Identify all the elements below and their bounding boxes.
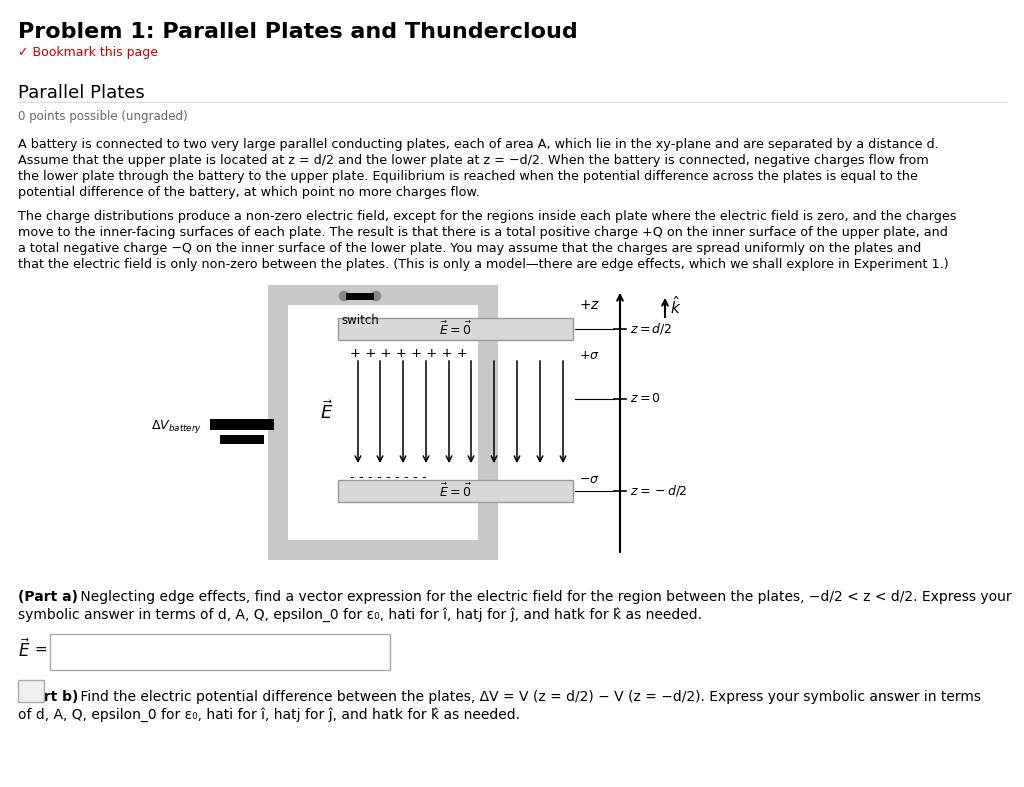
Text: $z=d/2$: $z=d/2$ xyxy=(630,322,672,337)
Bar xyxy=(346,293,374,300)
Text: symbolic answer in terms of d, A, Q, epsilon_0 for ε₀, hati for î, hatj for ĵ, a: symbolic answer in terms of d, A, Q, eps… xyxy=(18,607,702,622)
Text: $z=-d/2$: $z=-d/2$ xyxy=(630,483,687,498)
Bar xyxy=(18,680,44,702)
Bar xyxy=(338,318,573,340)
Text: (Part b): (Part b) xyxy=(18,690,79,704)
Bar xyxy=(268,285,498,560)
Text: $\Delta V_{\mathit{battery}}$: $\Delta V_{\mathit{battery}}$ xyxy=(151,418,202,435)
Text: $-\sigma$: $-\sigma$ xyxy=(579,473,600,486)
Text: Problem 1: Parallel Plates and Thundercloud: Problem 1: Parallel Plates and Thundercl… xyxy=(18,22,578,42)
Text: $z=0$: $z=0$ xyxy=(630,393,662,405)
Text: The charge distributions produce a non-zero electric field, except for the regio: The charge distributions produce a non-z… xyxy=(18,210,956,223)
Text: Parallel Plates: Parallel Plates xyxy=(18,84,144,102)
Text: Assume that the upper plate is located at z = d/2 and the lower plate at z = −d/: Assume that the upper plate is located a… xyxy=(18,154,929,167)
Text: switch: switch xyxy=(341,314,379,327)
Text: move to the inner-facing surfaces of each plate. The result is that there is a t: move to the inner-facing surfaces of eac… xyxy=(18,226,948,239)
Text: Find the electric potential difference between the plates, ΔV = V (z = d/2) − V : Find the electric potential difference b… xyxy=(76,690,981,704)
Text: of d, A, Q, epsilon_0 for ε₀, hati for î, hatj for ĵ, and hatk for k̂ as needed.: of d, A, Q, epsilon_0 for ε₀, hati for î… xyxy=(18,707,520,722)
Text: 0 points possible (ungraded): 0 points possible (ungraded) xyxy=(18,110,187,123)
Text: - - - - - - - - -: - - - - - - - - - xyxy=(350,471,427,484)
Circle shape xyxy=(372,291,381,301)
Bar xyxy=(220,435,264,444)
Text: ✓ Bookmark this page: ✓ Bookmark this page xyxy=(18,46,158,59)
Text: that the electric field is only non-zero between the plates. (This is only a mod: that the electric field is only non-zero… xyxy=(18,258,948,271)
Text: the lower plate through the battery to the upper plate. Equilibrium is reached w: the lower plate through the battery to t… xyxy=(18,170,918,183)
Text: $\hat{k}$: $\hat{k}$ xyxy=(670,295,681,317)
Text: A battery is connected to two very large parallel conducting plates, each of are: A battery is connected to two very large… xyxy=(18,138,939,151)
Text: =: = xyxy=(30,642,48,657)
Text: $\vec{E}=\vec{0}$: $\vec{E}=\vec{0}$ xyxy=(439,482,472,500)
Text: a total negative charge −Q on the inner surface of the lower plate. You may assu: a total negative charge −Q on the inner … xyxy=(18,242,922,255)
Circle shape xyxy=(340,291,348,301)
Bar xyxy=(288,305,478,540)
Text: $\vec{E}=\vec{0}$: $\vec{E}=\vec{0}$ xyxy=(439,320,472,338)
Bar xyxy=(50,634,390,670)
Text: + + + + + + + +: + + + + + + + + xyxy=(350,347,468,360)
Text: Neglecting edge effects, find a vector expression for the electric field for the: Neglecting edge effects, find a vector e… xyxy=(76,590,1012,604)
Text: (Part a): (Part a) xyxy=(18,590,78,604)
Text: $+z$: $+z$ xyxy=(579,298,600,312)
Bar xyxy=(338,480,573,502)
Text: $+\sigma$: $+\sigma$ xyxy=(579,349,600,362)
Text: potential difference of the battery, at which point no more charges flow.: potential difference of the battery, at … xyxy=(18,186,480,199)
Text: $\vec{E}$: $\vec{E}$ xyxy=(18,639,31,661)
Bar xyxy=(210,419,274,430)
Text: $\vec{E}$: $\vec{E}$ xyxy=(319,401,333,423)
